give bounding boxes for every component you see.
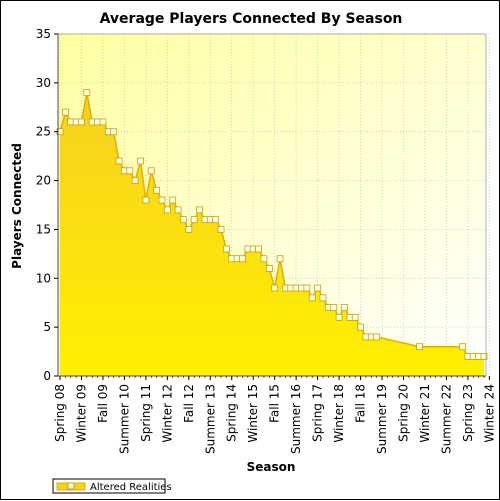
- data-point: [110, 128, 118, 136]
- y-tick-label: 35: [36, 27, 51, 41]
- data-point: [190, 216, 198, 224]
- series-area: [60, 92, 484, 376]
- data-point: [174, 206, 182, 214]
- data-point: [459, 343, 466, 351]
- y-tick-label: 25: [36, 125, 51, 139]
- data-point: [265, 265, 273, 272]
- data-point: [314, 284, 322, 292]
- y-tick-label: 20: [36, 174, 51, 188]
- data-point: [115, 157, 123, 165]
- data-point: [480, 353, 488, 360]
- x-tick-label: Summer 19: [375, 384, 389, 454]
- data-point: [163, 206, 171, 214]
- data-point: [260, 255, 268, 263]
- x-tick-label: Spring 08: [53, 384, 67, 442]
- data-point: [341, 304, 348, 312]
- data-point: [142, 196, 150, 204]
- x-tick-label: Winter 24: [482, 384, 496, 443]
- y-tick-label: 5: [43, 320, 51, 334]
- data-point: [61, 108, 69, 116]
- x-tick-label: Fall 18: [354, 384, 368, 423]
- x-tick-label: Winter 12: [160, 384, 174, 443]
- data-point: [330, 304, 338, 312]
- chart-title: Average Players Connected By Season: [100, 11, 403, 27]
- x-tick-label: Fall 12: [182, 384, 196, 423]
- legend: Altered Realities: [52, 478, 172, 494]
- data-point: [83, 89, 91, 97]
- data-point: [276, 255, 284, 263]
- data-point: [255, 245, 262, 253]
- x-tick-label: Spring 17: [311, 384, 325, 442]
- data-point: [180, 216, 187, 224]
- data-point: [351, 313, 359, 321]
- data-point: [335, 313, 343, 321]
- data-point: [169, 196, 177, 204]
- x-tick-label: Spring 11: [139, 384, 153, 442]
- x-tick-label: Spring 14: [225, 384, 239, 442]
- data-point: [153, 186, 161, 194]
- plot-border: [57, 33, 487, 377]
- x-axis-title: Season: [247, 460, 296, 474]
- x-tick-label: Spring 20: [396, 384, 410, 442]
- data-point: [319, 294, 327, 302]
- x-tick-label: Summer 22: [439, 384, 453, 454]
- data-point: [78, 118, 85, 126]
- x-tick-label: Winter 09: [74, 384, 88, 443]
- x-tick-label: Winter 18: [332, 384, 346, 443]
- y-tick-label: 10: [36, 271, 51, 285]
- data-point: [158, 196, 166, 204]
- data-point: [217, 226, 225, 233]
- data-point: [373, 333, 381, 341]
- y-tick-label: 30: [36, 76, 51, 90]
- data-point: [357, 323, 364, 331]
- data-point: [308, 294, 316, 302]
- x-tick-label: Spring 23: [461, 384, 475, 442]
- legend-marker: [67, 482, 75, 490]
- x-tick-label: Winter 21: [418, 384, 432, 443]
- data-point: [196, 206, 203, 214]
- x-tick-label: Winter 15: [246, 384, 260, 443]
- data-point: [137, 157, 144, 165]
- y-axis-title: Players Connected: [10, 143, 24, 269]
- data-point: [126, 167, 134, 175]
- data-point: [185, 226, 193, 233]
- legend-label: Altered Realities: [90, 482, 172, 493]
- data-point: [416, 343, 423, 351]
- x-tick-label: Summer 16: [289, 384, 303, 454]
- data-point: [222, 245, 230, 253]
- data-point: [212, 216, 220, 224]
- x-tick-label: Summer 13: [203, 384, 217, 454]
- data-point: [131, 177, 139, 184]
- data-point: [99, 118, 107, 126]
- data-point: [303, 284, 311, 292]
- data-point: [271, 284, 279, 292]
- y-tick-label: 0: [43, 369, 51, 383]
- y-tick-label: 15: [36, 222, 51, 236]
- data-point: [239, 255, 246, 263]
- x-tick-label: Summer 10: [117, 384, 131, 454]
- data-point: [147, 167, 155, 175]
- x-tick-label: Fall 15: [268, 384, 282, 423]
- x-tick-label: Fall 09: [96, 384, 110, 423]
